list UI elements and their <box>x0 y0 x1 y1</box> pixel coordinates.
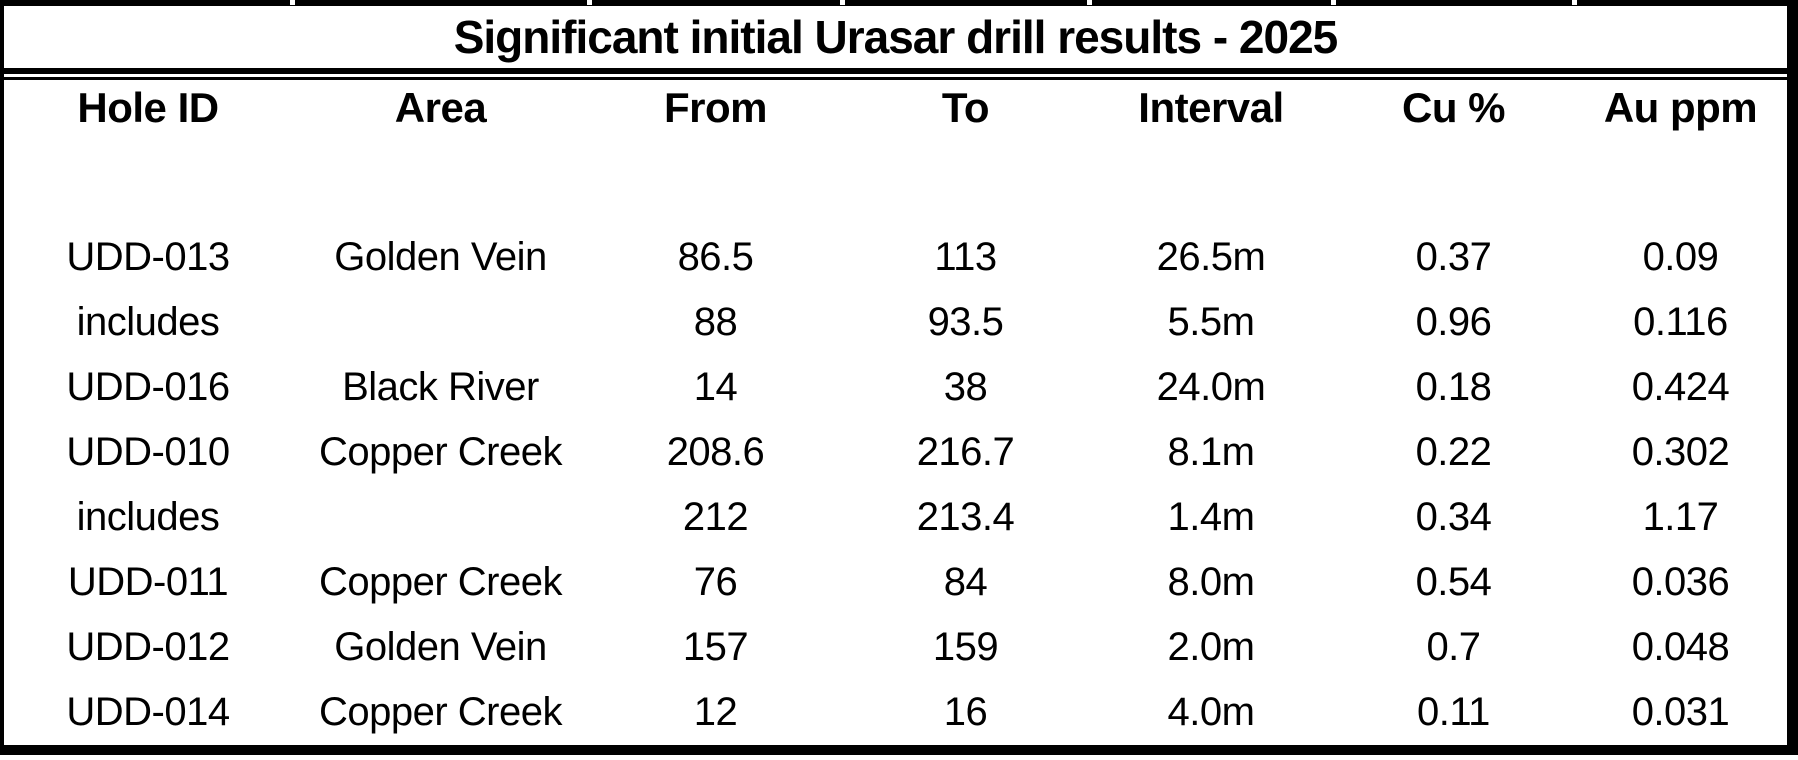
top-border-tick <box>1572 0 1577 5</box>
cell-interval: 24.0m <box>1156 365 1266 409</box>
cell-cu-pct: 0.37 <box>1415 235 1492 279</box>
top-border-tick <box>1087 0 1092 5</box>
cell-interval: 8.0m <box>1167 560 1255 604</box>
cell-au-ppm: 0.048 <box>1631 625 1730 669</box>
cell-from: 14 <box>693 365 738 409</box>
cell-from: 76 <box>693 560 738 604</box>
cell-interval: 26.5m <box>1156 235 1266 279</box>
cell-hole-id: includes <box>76 300 220 344</box>
cell-cu-pct: 0.54 <box>1415 560 1492 604</box>
cell-to: 113 <box>934 235 997 279</box>
cell-au-ppm: 1.17 <box>1642 495 1719 539</box>
title-divider <box>4 68 1787 80</box>
cell-to: 93.5 <box>927 300 1004 344</box>
cell-au-ppm: 0.09 <box>1642 235 1719 279</box>
cell-from: 86.5 <box>677 235 754 279</box>
cell-hole-id: UDD-010 <box>66 430 230 474</box>
cell-interval: 5.5m <box>1167 300 1255 344</box>
table-row: UDD-016 Black River 14 38 24.0m 0.18 0.4… <box>4 355 1787 420</box>
table-row: UDD-011 Copper Creek 76 84 8.0m 0.54 0.0… <box>4 550 1787 615</box>
column-header-to: To <box>941 83 990 131</box>
cell-au-ppm: 0.036 <box>1631 560 1730 604</box>
blank-row <box>4 135 1787 225</box>
table-row: includes 212 213.4 1.4m 0.34 1.17 <box>4 485 1787 550</box>
cell-interval: 8.1m <box>1167 430 1255 474</box>
table-title: Significant initial Urasar drill results… <box>453 11 1339 63</box>
cell-from: 12 <box>693 690 738 734</box>
cell-to: 213.4 <box>916 495 1015 539</box>
cell-area: Black River <box>342 365 539 409</box>
column-header-au-ppm: Au ppm <box>1603 83 1758 131</box>
cell-hole-id: includes <box>76 495 220 539</box>
table-row: UDD-013 Golden Vein 86.5 113 26.5m 0.37 … <box>4 225 1787 290</box>
cell-hole-id: UDD-013 <box>66 235 230 279</box>
cell-from: 208.6 <box>666 430 765 474</box>
column-header-hole-id: Hole ID <box>77 83 219 131</box>
cell-area: Copper Creek <box>318 690 563 734</box>
cell-to: 216.7 <box>916 430 1015 474</box>
cell-interval: 4.0m <box>1167 690 1255 734</box>
cell-to: 38 <box>943 365 988 409</box>
column-header-cu-pct: Cu % <box>1402 83 1506 131</box>
cell-cu-pct: 0.18 <box>1415 365 1492 409</box>
top-border-tick <box>840 0 845 5</box>
cell-hole-id: UDD-011 <box>67 560 229 604</box>
cell-cu-pct: 0.34 <box>1415 495 1492 539</box>
cell-cu-pct: 0.11 <box>1417 690 1490 734</box>
cell-area: Golden Vein <box>334 235 547 279</box>
table-header-row: Hole ID Area From To Interval Cu % Au pp… <box>4 80 1787 135</box>
cell-area: Golden Vein <box>334 625 547 669</box>
cell-interval: 2.0m <box>1167 625 1255 669</box>
cell-hole-id: UDD-014 <box>66 690 230 734</box>
table-row: includes 88 93.5 5.5m 0.96 0.116 <box>4 290 1787 355</box>
cell-from: 212 <box>682 495 749 539</box>
cell-to: 159 <box>932 625 999 669</box>
top-border-tick <box>1331 0 1336 5</box>
cell-au-ppm: 0.302 <box>1631 430 1730 474</box>
table-row: UDD-014 Copper Creek 12 16 4.0m 0.11 0.0… <box>4 680 1787 745</box>
table-row: UDD-010 Copper Creek 208.6 216.7 8.1m 0.… <box>4 420 1787 485</box>
column-header-area: Area <box>394 83 487 131</box>
cell-au-ppm: 0.031 <box>1631 690 1730 734</box>
cell-interval: 1.4m <box>1167 495 1255 539</box>
cell-au-ppm: 0.424 <box>1631 365 1730 409</box>
cell-au-ppm: 0.116 <box>1633 300 1728 344</box>
column-header-from: From <box>664 83 768 131</box>
column-header-interval: Interval <box>1138 83 1284 131</box>
cell-cu-pct: 0.7 <box>1426 625 1481 669</box>
cell-to: 16 <box>943 690 988 734</box>
cell-hole-id: UDD-012 <box>66 625 230 669</box>
cell-to: 84 <box>943 560 988 604</box>
cell-cu-pct: 0.96 <box>1415 300 1492 344</box>
cell-area: Copper Creek <box>318 430 563 474</box>
table-row: UDD-012 Golden Vein 157 159 2.0m 0.7 0.0… <box>4 615 1787 680</box>
cell-area: Copper Creek <box>318 560 563 604</box>
cell-cu-pct: 0.22 <box>1415 430 1492 474</box>
top-border-tick <box>587 0 592 5</box>
top-border-tick <box>290 0 295 5</box>
cell-hole-id: UDD-016 <box>66 365 230 409</box>
cell-from: 88 <box>693 300 738 344</box>
cell-from: 157 <box>682 625 749 669</box>
